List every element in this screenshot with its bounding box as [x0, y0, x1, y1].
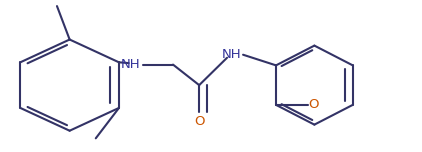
Text: NH: NH: [121, 58, 141, 71]
Text: O: O: [309, 98, 319, 111]
Text: O: O: [194, 115, 204, 128]
Text: NH: NH: [222, 48, 241, 61]
